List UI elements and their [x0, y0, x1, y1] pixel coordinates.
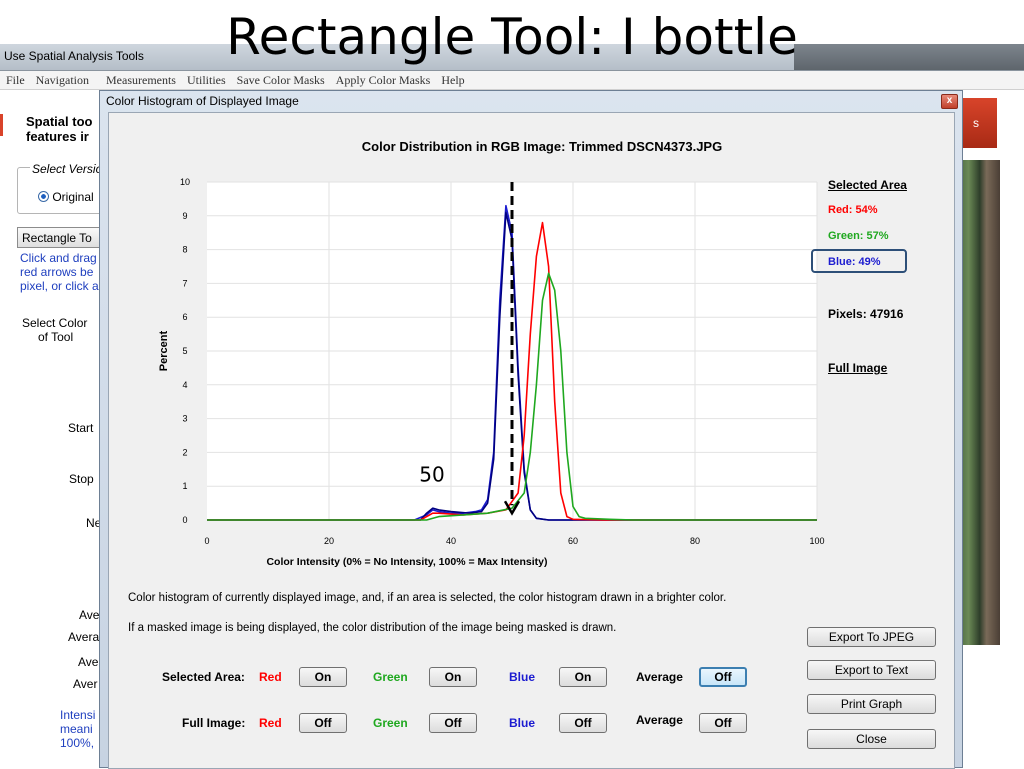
annotation-arrow-head [503, 500, 521, 516]
radio-dot-icon [38, 191, 49, 202]
x-tick-label: 60 [568, 536, 578, 546]
y-tick-label: 0 [182, 515, 187, 525]
instruction-line1: Click and drag [20, 251, 97, 265]
selected-blue-label: Blue [509, 670, 536, 684]
aver-label: Aver [73, 677, 98, 691]
side-red-percent: Red: 54% [828, 204, 878, 216]
radio-original[interactable]: Original [38, 190, 94, 204]
y-tick-label: 5 [182, 346, 187, 356]
instruction-line3: pixel, or click a [20, 279, 99, 293]
selected-red-toggle[interactable]: On [299, 667, 347, 687]
dialog-close-button[interactable]: x [941, 94, 958, 109]
titlebar-shading [794, 44, 1024, 70]
blue-highlight-box [811, 249, 907, 273]
instruction-line2: red arrows be [20, 265, 94, 279]
selected-average-toggle[interactable]: Off [699, 667, 747, 687]
selected-green-label: Green [373, 670, 408, 684]
series-line-3 [207, 221, 817, 521]
full-green-label: Green [373, 716, 408, 730]
ave-label-2: Ave [78, 655, 99, 669]
chart-title: Color Distribution in RGB Image: Trimmed… [362, 139, 722, 154]
menu-utilities[interactable]: Utilities [186, 73, 226, 87]
menu-save-color-masks[interactable]: Save Color Masks [236, 73, 325, 87]
x-tick-label: 0 [204, 536, 209, 546]
y-tick-label: 9 [182, 211, 187, 221]
dialog-client-area: Color Distribution in RGB Image: Trimmed… [108, 112, 955, 769]
main-window-title: Use Spatial Analysis Tools [4, 49, 144, 63]
histogram-dialog: Color Histogram of Displayed Image x Col… [99, 90, 963, 769]
avera-label: Avera [68, 630, 100, 644]
x-tick-label: 20 [324, 536, 334, 546]
dialog-title: Color Histogram of Displayed Image [106, 94, 299, 108]
y-tick-label: 1 [182, 481, 187, 491]
selected-blue-toggle[interactable]: On [559, 667, 607, 687]
full-red-label: Red [259, 716, 282, 730]
y-axis-label: Percent [158, 330, 170, 371]
y-tick-label: 10 [180, 177, 190, 187]
close-button[interactable]: Close [807, 729, 936, 749]
intensity-line3: 100%, [60, 736, 95, 750]
y-tick-label: 3 [182, 414, 187, 424]
export-text-button[interactable]: Export to Text [807, 660, 936, 680]
full-image-row-label: Full Image: [182, 716, 246, 730]
left-accent-bar [0, 114, 3, 136]
series-line-4 [207, 272, 817, 521]
menu-file[interactable]: File [6, 73, 25, 87]
intensity-line1: Intensi [60, 708, 96, 722]
menu-apply-color-masks[interactable]: Apply Color Masks [335, 73, 431, 87]
slide-title: Rectangle Tool: I bottle [226, 8, 798, 66]
note-histogram: Color histogram of currently displayed i… [128, 592, 727, 604]
selected-area-row-label: Selected Area: [162, 670, 245, 684]
note-masked: If a masked image is being displayed, th… [128, 622, 617, 634]
full-average-toggle[interactable]: Off [699, 713, 747, 733]
menu-navigation[interactable]: Navigation [35, 73, 89, 87]
select-color-label-line2: of Tool [38, 330, 74, 344]
radio-original-label: Original [52, 190, 94, 204]
side-pixels: Pixels: 47916 [828, 307, 904, 321]
stop-label: Stop [69, 472, 94, 486]
histogram-chart: Color Distribution in RGB Image: Trimmed… [158, 139, 825, 568]
y-tick-label: 4 [182, 380, 187, 390]
print-graph-button[interactable]: Print Graph [807, 694, 936, 714]
selected-green-toggle[interactable]: On [429, 667, 477, 687]
selected-average-label: Average [636, 670, 683, 684]
full-green-toggle[interactable]: Off [429, 713, 477, 733]
menu-help[interactable]: Help [441, 73, 465, 87]
full-average-label: Average [636, 713, 683, 727]
annotation-label: 50 [419, 462, 444, 486]
x-tick-label: 80 [690, 536, 700, 546]
select-color-label-line1: Select Color [22, 316, 88, 330]
y-tick-label: 8 [182, 245, 187, 255]
left-heading-line2: features ir [26, 129, 89, 144]
main-window-titlebar[interactable]: Use Spatial Analysis Tools [0, 44, 1024, 71]
ne-label: Ne [86, 516, 102, 530]
full-blue-label: Blue [509, 716, 536, 730]
side-full-image-link[interactable]: Full Image [828, 361, 888, 375]
menu-measurements[interactable]: Measurements [106, 73, 176, 87]
y-tick-label: 2 [182, 447, 187, 457]
ave-label-1: Ave [79, 608, 100, 622]
main-menubar: File Navigation Measurements Utilities S… [0, 71, 1024, 90]
start-label: Start [68, 421, 94, 435]
y-tick-label: 7 [182, 278, 187, 288]
select-version-label: Select Versio [30, 162, 105, 176]
full-red-toggle[interactable]: Off [299, 713, 347, 733]
side-blue-percent: Blue: 49% [828, 256, 881, 268]
export-jpeg-button[interactable]: Export To JPEG [807, 627, 936, 647]
x-axis-label: Color Intensity (0% = No Intensity, 100%… [266, 556, 547, 568]
left-heading-line1: Spatial too [26, 114, 93, 129]
intensity-line2: meani [60, 722, 93, 736]
series-line-2 [207, 211, 817, 521]
side-selected-area-link[interactable]: Selected Area [828, 178, 907, 192]
full-blue-toggle[interactable]: Off [559, 713, 607, 733]
x-tick-label: 100 [809, 536, 824, 546]
y-tick-label: 6 [182, 312, 187, 322]
rectangle-tool-button[interactable]: Rectangle To [17, 227, 107, 248]
right-margin [1000, 90, 1024, 768]
side-green-percent: Green: 57% [828, 230, 889, 242]
selected-red-label: Red [259, 670, 282, 684]
x-tick-label: 40 [446, 536, 456, 546]
